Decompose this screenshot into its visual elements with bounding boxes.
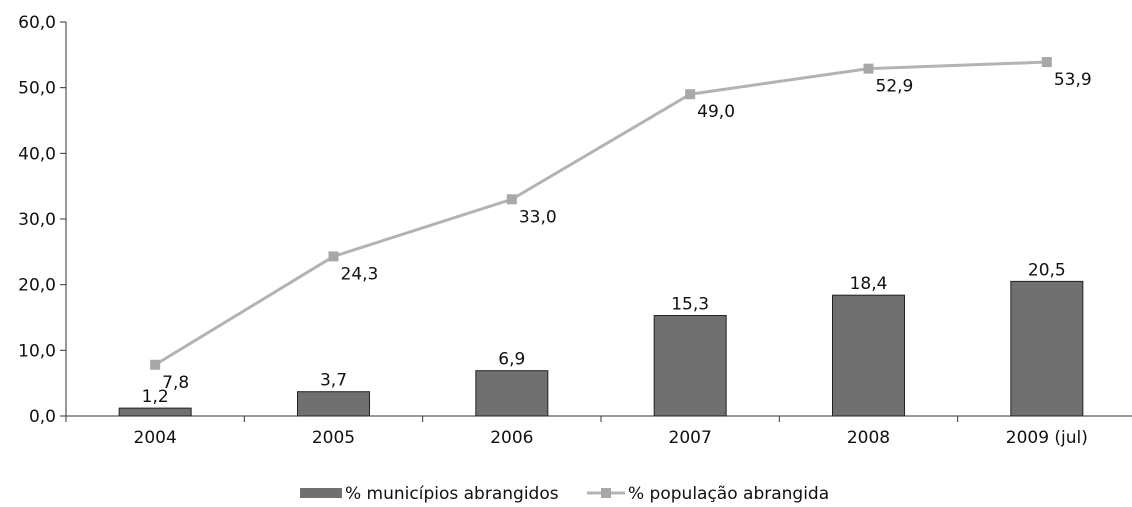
bar: [1011, 281, 1083, 416]
y-tick-label: 40,0: [18, 144, 56, 164]
bar: [298, 392, 370, 416]
y-axis: 0,0 10,0 20,0 30,0 40,0 50,0 60,0: [18, 13, 66, 427]
line-series: [150, 57, 1052, 370]
x-tick-label: 2009 (jul): [1006, 428, 1088, 448]
bar-value-label: 20,5: [1028, 260, 1066, 280]
x-tick-label: 2008: [847, 428, 890, 448]
y-tick-label: 30,0: [18, 210, 56, 230]
line-marker: [150, 360, 160, 370]
line-value-label: 49,0: [697, 102, 735, 122]
bar-value-label: 15,3: [671, 295, 709, 315]
bar: [833, 295, 905, 416]
y-tick-label: 60,0: [18, 13, 56, 33]
legend-line-marker: [601, 488, 611, 498]
line-value-label: 53,9: [1054, 70, 1092, 90]
bar: [119, 408, 191, 416]
bar-value-label: 3,7: [320, 371, 347, 391]
bar-value-label: 6,9: [498, 350, 525, 370]
line-value-label: 24,3: [341, 264, 379, 284]
bar-value-label: 18,4: [850, 274, 888, 294]
line-value-label: 52,9: [876, 77, 914, 97]
x-tick-label: 2005: [312, 428, 355, 448]
legend-bar-label: % municípios abrangidos: [345, 484, 559, 504]
legend-line-label: % população abrangida: [628, 484, 829, 504]
bar-series: [119, 281, 1083, 416]
x-tick-label: 2006: [490, 428, 533, 448]
line-path: [155, 62, 1047, 365]
y-tick-label: 50,0: [18, 79, 56, 99]
y-tick-label: 20,0: [18, 276, 56, 296]
x-tick-label: 2004: [134, 428, 177, 448]
legend-bar-swatch: [300, 488, 342, 498]
y-tick-label: 10,0: [18, 341, 56, 361]
y-tick-label: 0,0: [29, 407, 56, 427]
line-value-label: 33,0: [519, 207, 557, 227]
line-marker: [507, 194, 517, 204]
line-marker: [1042, 57, 1052, 67]
data-labels: 1,23,76,915,318,420,57,824,333,049,052,9…: [142, 70, 1092, 407]
x-axis: 2004 2005 2006 2007 2008 2009 (jul): [66, 416, 1132, 448]
line-marker: [864, 64, 874, 74]
x-tick-label: 2007: [669, 428, 712, 448]
legend: % municípios abrangidos % população abra…: [300, 484, 829, 504]
line-marker: [685, 89, 695, 99]
bar: [476, 371, 548, 416]
line-marker: [329, 251, 339, 261]
bar: [654, 316, 726, 416]
line-value-label: 7,8: [162, 373, 189, 393]
